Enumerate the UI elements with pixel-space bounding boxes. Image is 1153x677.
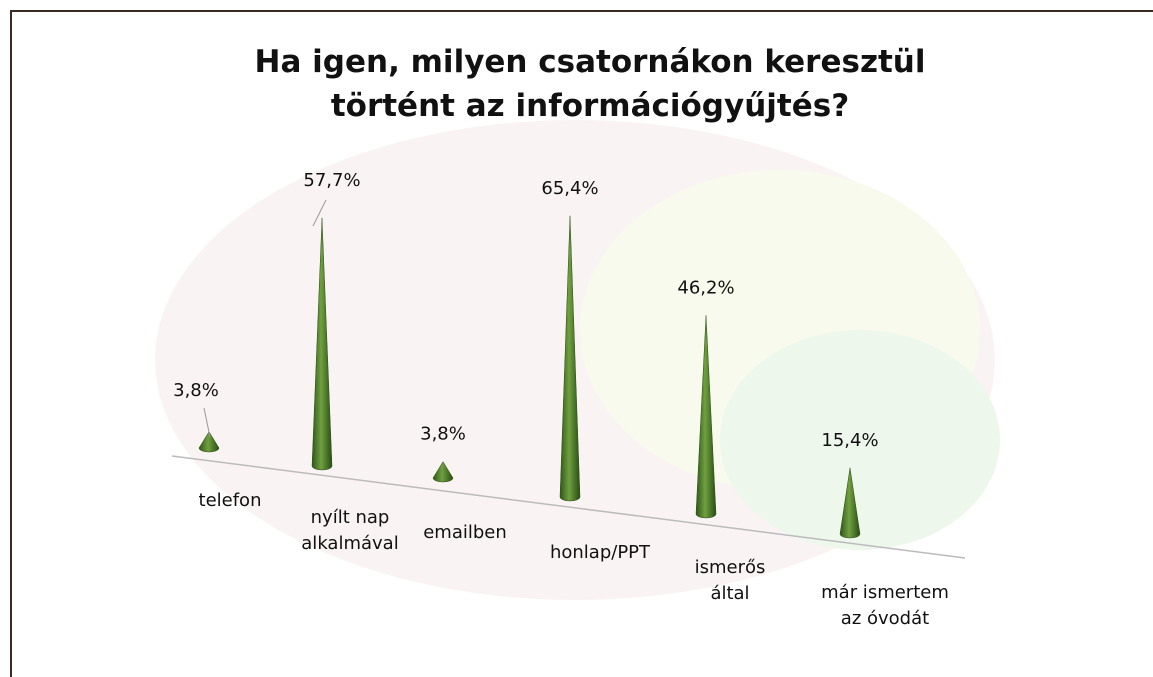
category-label: honlap/PPT [535,540,665,566]
category-label: ismerős által [680,555,780,607]
category-label: telefon [180,488,280,514]
data-label: 15,4% [821,430,878,451]
page: 3,8% 57,7% 3,8% 65,4% 46,2% 15,4% Ha igen, mi… [0,0,1153,677]
data-label: 65,4% [541,178,598,199]
data-label: 3,8% [420,424,466,445]
data-label: 3,8% [173,380,219,401]
data-label: 46,2% [677,277,734,298]
chart-title: Ha igen, milyen csatornákon keresztül tö… [200,40,980,128]
category-label: emailben [410,520,520,546]
category-label: már ismertem az óvodát [810,580,960,632]
data-label: 57,7% [303,170,360,191]
category-label: nyílt nap alkalmával [290,505,410,557]
